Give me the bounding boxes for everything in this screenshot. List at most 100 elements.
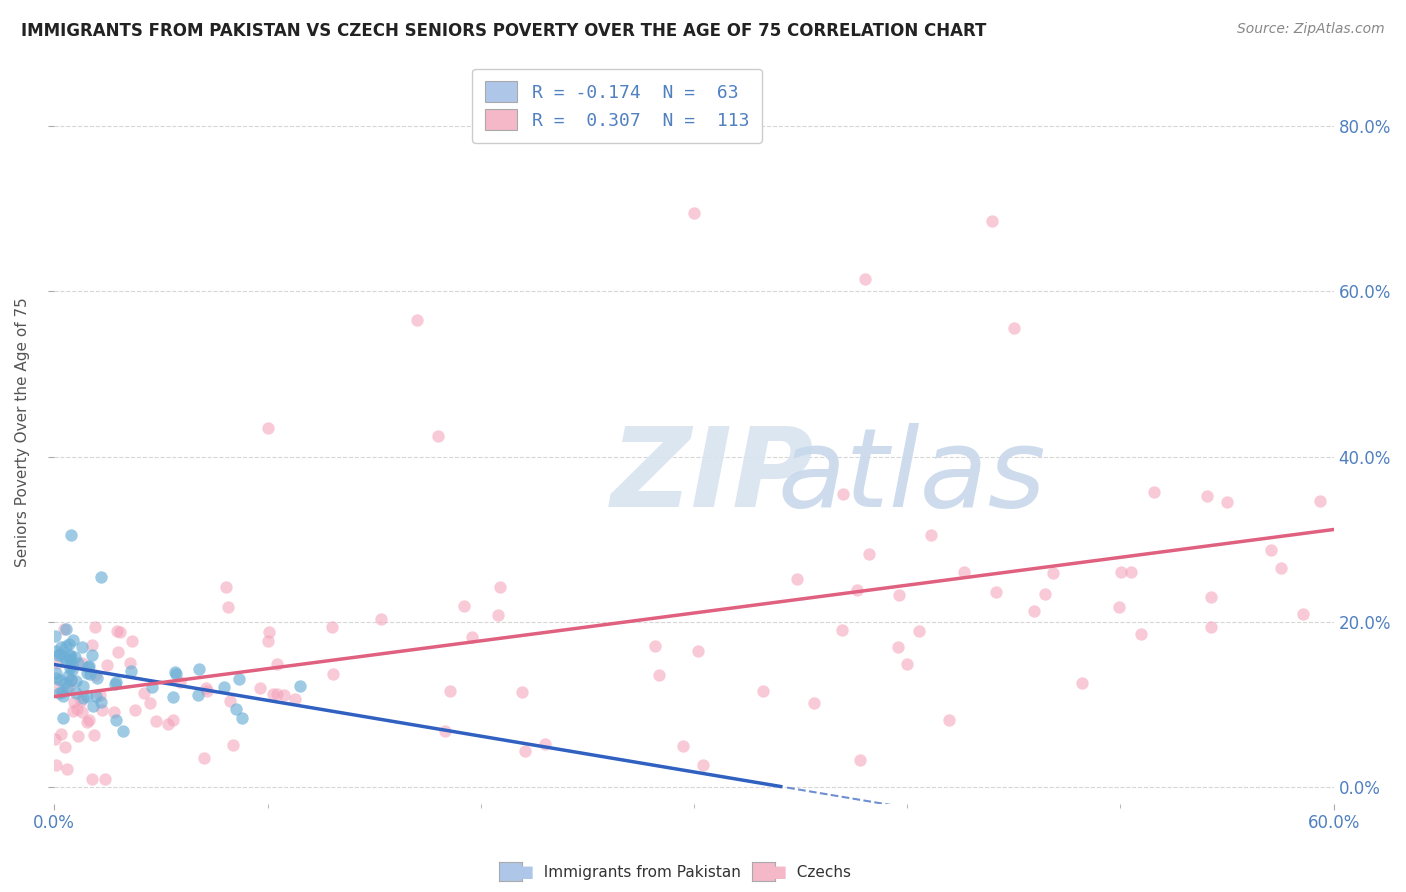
Point xyxy=(80,772,103,787)
Point xyxy=(370,612,392,626)
Point xyxy=(49,727,72,741)
Point xyxy=(49,647,72,661)
Point xyxy=(70,694,93,708)
Point xyxy=(90,569,112,583)
Point xyxy=(132,685,155,699)
Point xyxy=(45,671,67,685)
Point xyxy=(49,640,72,654)
Point xyxy=(433,723,456,738)
Point xyxy=(66,729,89,743)
Point xyxy=(45,757,67,772)
Point xyxy=(461,630,484,644)
Text: ▪: ▪ xyxy=(517,861,534,884)
Point xyxy=(65,686,87,700)
Point xyxy=(44,629,66,643)
Point xyxy=(83,620,105,634)
Point xyxy=(1071,675,1094,690)
Point xyxy=(1197,489,1219,503)
Point xyxy=(889,589,911,603)
Point xyxy=(1119,565,1142,579)
Point xyxy=(62,633,84,648)
Point xyxy=(52,649,75,664)
Point xyxy=(322,667,344,681)
Point xyxy=(453,599,475,613)
Point xyxy=(60,673,83,687)
Point xyxy=(887,640,910,655)
Point xyxy=(920,528,942,542)
Point xyxy=(51,685,73,699)
Point xyxy=(66,702,89,716)
Point xyxy=(157,717,180,731)
Point xyxy=(48,686,70,700)
Point xyxy=(141,680,163,694)
Point xyxy=(49,673,72,687)
Text: Immigrants from Pakistan: Immigrants from Pakistan xyxy=(534,865,741,880)
Point xyxy=(896,657,918,671)
Point xyxy=(84,690,107,704)
Point xyxy=(163,665,186,679)
Point xyxy=(648,668,671,682)
Point xyxy=(59,649,82,664)
Point xyxy=(121,633,143,648)
Point xyxy=(692,757,714,772)
Point xyxy=(534,737,557,751)
Point xyxy=(439,684,461,698)
Point xyxy=(52,622,75,636)
Point xyxy=(62,704,84,718)
Point xyxy=(288,679,311,693)
Point xyxy=(89,688,111,702)
Point xyxy=(194,681,217,695)
Point xyxy=(138,696,160,710)
Point xyxy=(70,705,93,719)
Point xyxy=(79,667,101,681)
Point xyxy=(107,645,129,659)
Point xyxy=(938,713,960,727)
Point xyxy=(215,580,238,594)
Point xyxy=(162,690,184,705)
Point xyxy=(1216,495,1239,509)
Point xyxy=(90,695,112,709)
Point xyxy=(55,763,77,777)
Point xyxy=(427,429,450,443)
Point xyxy=(55,675,77,690)
Legend: R = -0.174  N =  63, R =  0.307  N =  113: R = -0.174 N = 63, R = 0.307 N = 113 xyxy=(472,69,762,143)
Point xyxy=(513,744,536,758)
Point xyxy=(70,640,93,654)
Point xyxy=(96,658,118,673)
Point xyxy=(124,703,146,717)
Point xyxy=(60,658,83,673)
Point xyxy=(90,703,112,717)
Point xyxy=(489,580,512,594)
Point xyxy=(145,714,167,728)
Point xyxy=(266,657,288,671)
Point xyxy=(104,713,127,727)
Text: atlas: atlas xyxy=(778,423,1046,530)
Point xyxy=(1270,561,1292,575)
Point xyxy=(786,572,808,586)
Point xyxy=(1199,590,1222,604)
Point xyxy=(231,710,253,724)
Point xyxy=(77,713,100,727)
Point xyxy=(257,624,280,639)
Point xyxy=(82,638,104,652)
Point xyxy=(219,694,242,708)
Point xyxy=(56,669,79,683)
Point xyxy=(1129,627,1152,641)
Point xyxy=(72,690,94,705)
Point xyxy=(60,664,83,678)
Text: ZIP: ZIP xyxy=(610,423,814,530)
Point xyxy=(77,658,100,673)
Point xyxy=(225,702,247,716)
Text: Source: ZipAtlas.com: Source: ZipAtlas.com xyxy=(1237,22,1385,37)
Point xyxy=(1109,566,1132,580)
Point xyxy=(953,566,976,580)
Point xyxy=(1143,484,1166,499)
Point xyxy=(266,687,288,701)
Point xyxy=(82,699,104,714)
Point xyxy=(321,619,343,633)
Point xyxy=(55,680,77,694)
Point xyxy=(59,661,82,675)
Point xyxy=(273,689,295,703)
Text: Czechs: Czechs xyxy=(787,865,852,880)
Point xyxy=(217,600,239,615)
